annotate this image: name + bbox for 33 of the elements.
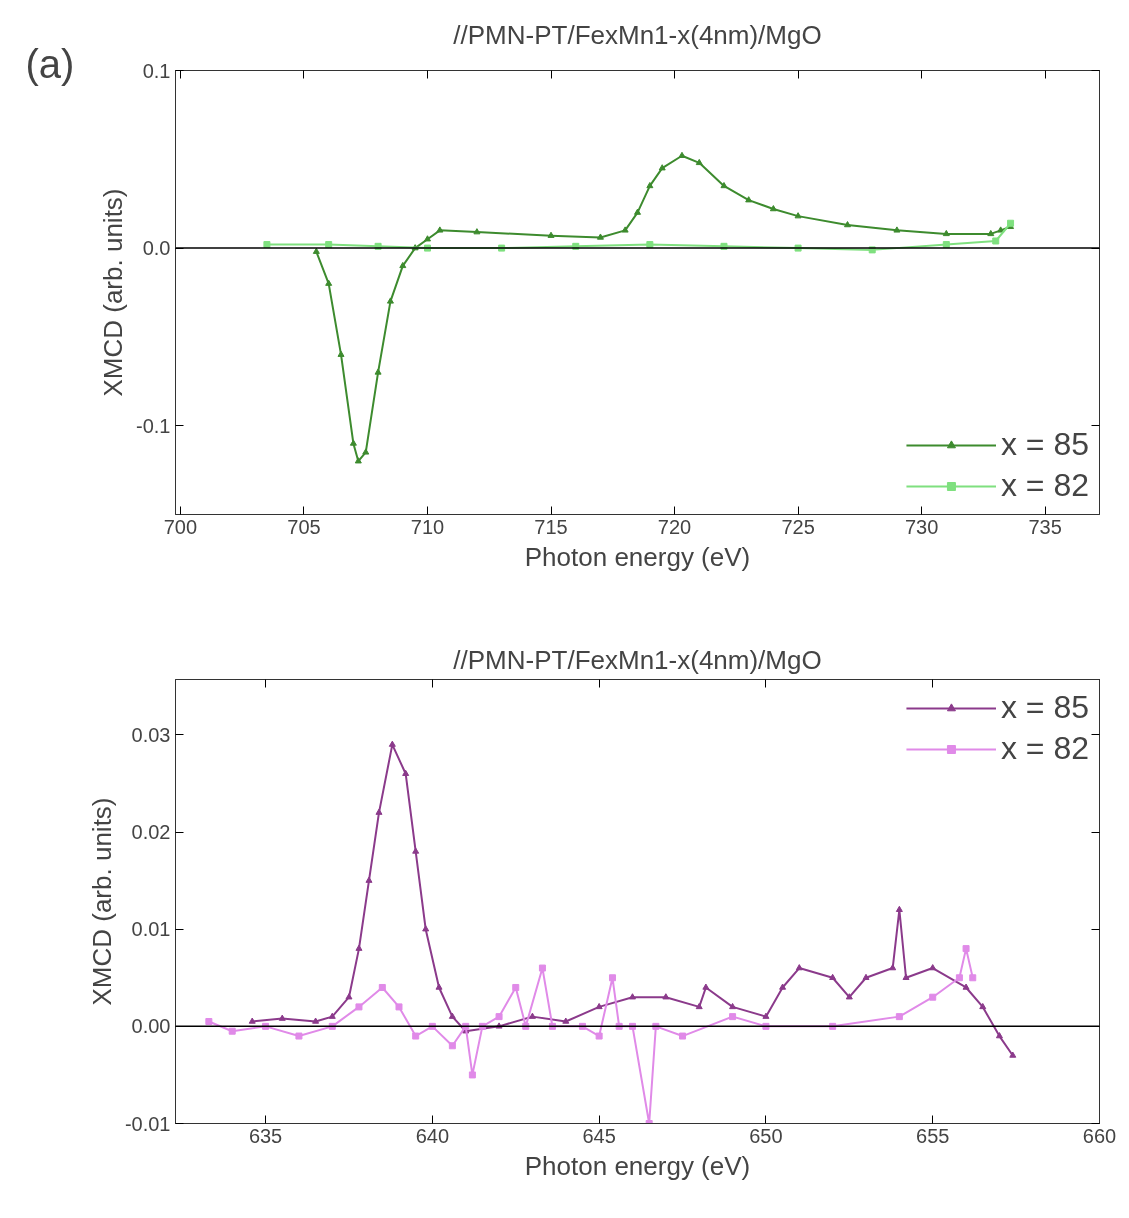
y-tick-label: 0.03 <box>131 723 171 746</box>
x-axis-title: Photon energy (eV) <box>524 541 751 572</box>
x-tick-label: 710 <box>410 515 445 538</box>
x-tick-label: 735 <box>1028 515 1062 538</box>
x-axis-title: Photon energy (eV) <box>524 1150 751 1181</box>
y-tick-label: 0.1 <box>142 59 171 82</box>
x-tick-label: 705 <box>287 515 321 538</box>
x-tick-label: 660 <box>1082 1124 1117 1147</box>
chart-title: //PMN-PT/FexMn1-x(4nm)/MgO <box>453 19 822 50</box>
y-tick-label: 0.02 <box>131 821 171 844</box>
chart-title: //PMN-PT/FexMn1-x(4nm)/MgO <box>453 644 822 675</box>
x-tick-label: 730 <box>904 515 939 538</box>
y-axis-title: XMCD (arb. units) <box>86 797 117 1006</box>
legend-label: x = 85 <box>1000 689 1089 726</box>
y-tick-label: 0.00 <box>131 1015 171 1038</box>
x-tick-label: 650 <box>749 1124 783 1147</box>
y-axis-title: XMCD (arb. units) <box>98 188 129 397</box>
x-tick-label: 645 <box>582 1124 616 1147</box>
x-tick-label: 700 <box>163 515 198 538</box>
x-tick-label: 640 <box>415 1124 450 1147</box>
x-tick-label: 715 <box>534 515 568 538</box>
text: (a) <box>25 41 75 86</box>
legend-label: x = 82 <box>1000 467 1089 504</box>
x-tick-label: 635 <box>248 1124 283 1147</box>
y-tick-label: 0.0 <box>142 237 171 260</box>
x-tick-label: 655 <box>916 1124 950 1147</box>
y-tick-label: -0.01 <box>124 1112 171 1135</box>
y-tick-label: -0.1 <box>136 414 171 437</box>
x-tick-label: 725 <box>781 515 815 538</box>
legend-label: x = 82 <box>1000 730 1089 767</box>
x-tick-label: 720 <box>657 515 692 538</box>
legend-label: x = 85 <box>1000 426 1089 463</box>
y-tick-label: 0.01 <box>131 918 171 941</box>
